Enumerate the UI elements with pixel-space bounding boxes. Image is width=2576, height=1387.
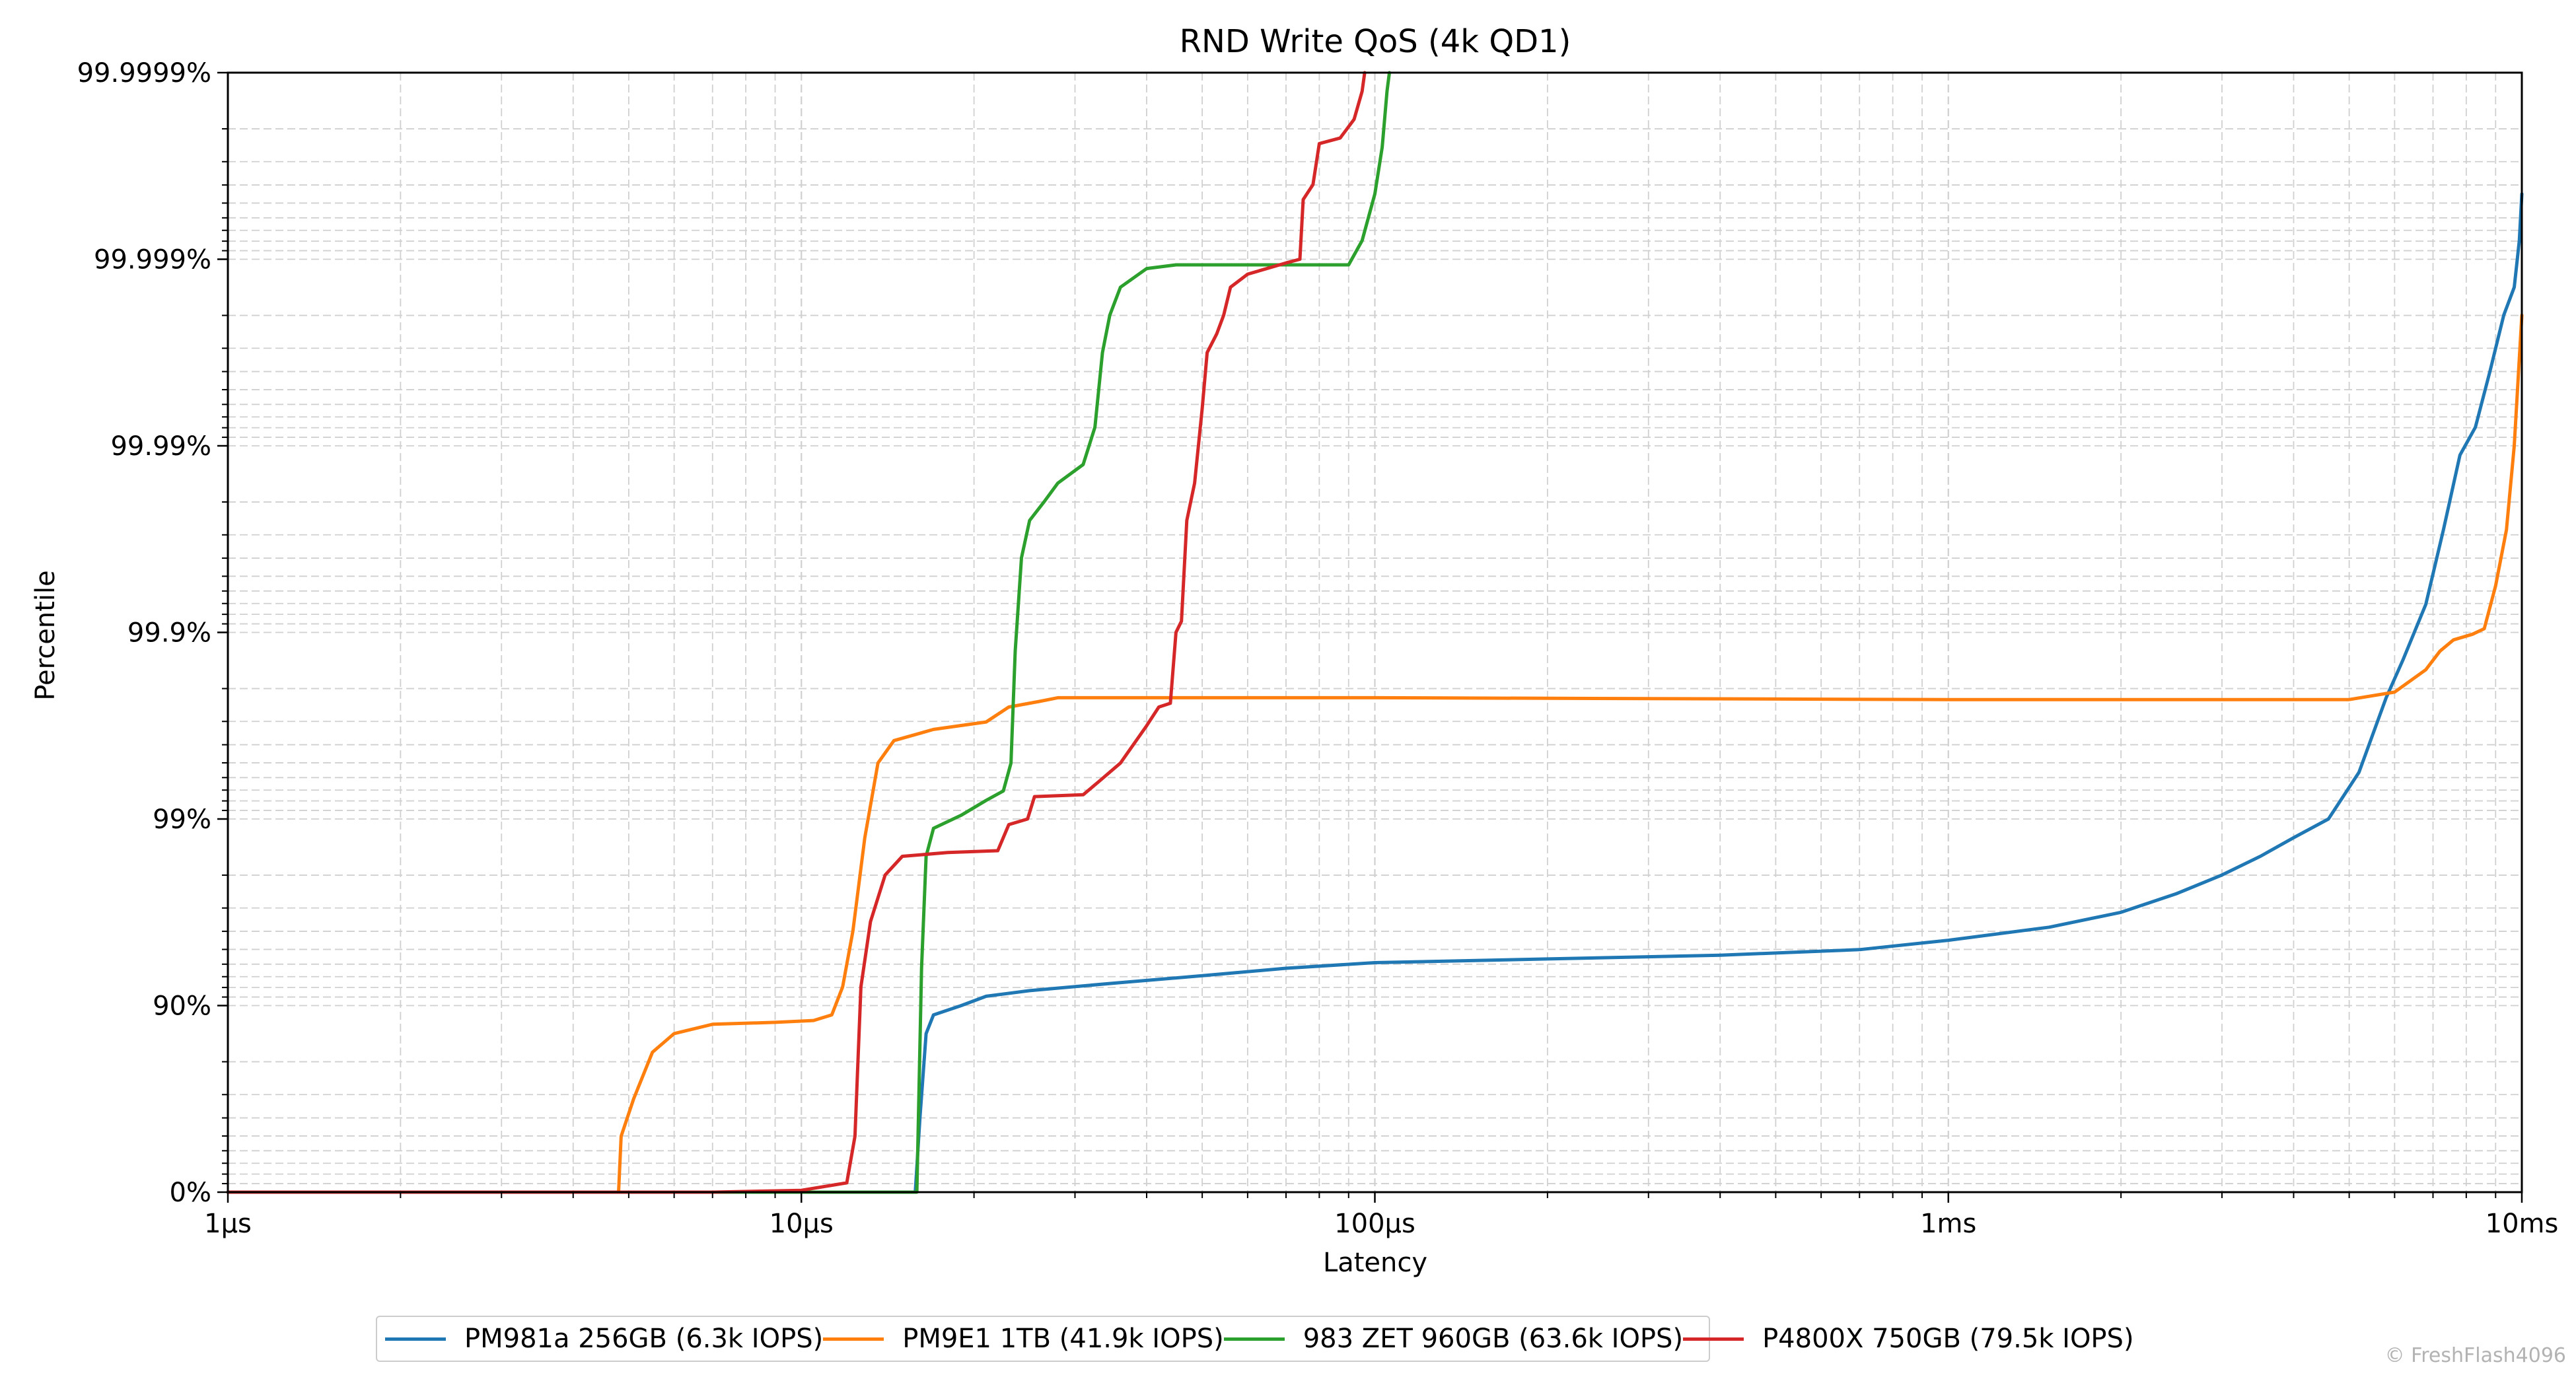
legend-swatch bbox=[385, 1337, 446, 1341]
series-lines bbox=[226, 71, 2524, 1194]
x-axis-label: Latency bbox=[1323, 1248, 1427, 1278]
x-tick-label: 100µs bbox=[1334, 1209, 1415, 1239]
series-line-1 bbox=[226, 313, 2524, 1194]
series-line-0 bbox=[226, 192, 2524, 1194]
watermark: © FreshFlash4096 bbox=[2384, 1344, 2566, 1367]
series-line-3 bbox=[226, 71, 1367, 1194]
legend-label: PM981a 256GB (6.3k IOPS) bbox=[464, 1324, 824, 1354]
legend-label: P4800X 750GB (79.5k IOPS) bbox=[1762, 1324, 2134, 1354]
series-line-2 bbox=[226, 71, 1391, 1194]
legend-label: 983 ZET 960GB (63.6k IOPS) bbox=[1303, 1324, 1684, 1354]
legend-item-p4800x: P4800X 750GB (79.5k IOPS) bbox=[1683, 1324, 2134, 1354]
legend-item-pm981a: PM981a 256GB (6.3k IOPS) bbox=[385, 1324, 823, 1354]
axis-ticks: 1µs 10µs 100µs 1ms 10ms 0% 90% 99% 99.9% 99.99% 99… bbox=[77, 58, 2559, 1239]
legend: PM981a 256GB (6.3k IOPS) PM9E1 1TB (41.9… bbox=[376, 1316, 2134, 1362]
y-tick-label: 99.9% bbox=[127, 618, 211, 649]
legend-label: PM9E1 1TB (41.9k IOPS) bbox=[902, 1324, 1224, 1354]
legend-item-pm9e1: PM9E1 1TB (41.9k IOPS) bbox=[823, 1324, 1224, 1354]
x-tick-label: 10ms bbox=[2486, 1209, 2559, 1239]
y-axis-label: Percentile bbox=[30, 570, 61, 700]
legend-swatch bbox=[1223, 1337, 1285, 1341]
legend-swatch bbox=[1683, 1337, 1744, 1341]
y-tick-label: 99.99% bbox=[110, 431, 211, 462]
x-tick-label: 1µs bbox=[204, 1209, 252, 1239]
y-tick-label: 99.999% bbox=[94, 245, 211, 275]
grid bbox=[227, 72, 2522, 1192]
x-tick-label: 10µs bbox=[769, 1209, 834, 1239]
y-tick-label: 99% bbox=[153, 804, 211, 835]
y-tick-label: 99.9999% bbox=[77, 58, 211, 89]
legend-swatch bbox=[823, 1337, 884, 1341]
y-tick-label: 90% bbox=[153, 991, 211, 1022]
legend-item-983-zet: 983 ZET 960GB (63.6k IOPS) bbox=[1223, 1324, 1684, 1354]
chart-title: RND Write QoS (4k QD1) bbox=[1180, 23, 1571, 60]
y-tick-label: 0% bbox=[170, 1178, 211, 1208]
x-tick-label: 1ms bbox=[1920, 1209, 1976, 1239]
